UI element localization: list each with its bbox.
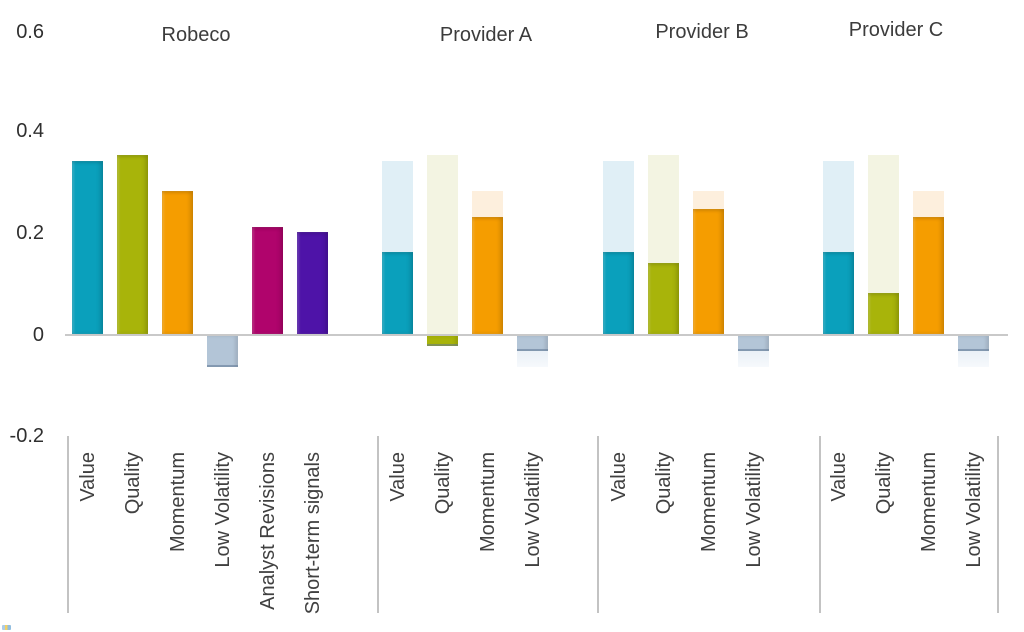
y-axis-tick-label: 0: [32, 324, 44, 346]
group-title-provider-a: Provider A: [439, 24, 533, 46]
category-label-momentum: Momentum: [917, 452, 940, 553]
category-label-low_volatility: Low Volatility: [742, 452, 765, 568]
category-label-analyst_revisions: Analyst Revisions: [256, 452, 279, 610]
bar-quality: [648, 263, 679, 334]
category-label-value: Value: [607, 452, 630, 502]
zero-axis-line: [65, 334, 1008, 336]
bar-momentum: [913, 217, 944, 334]
bar-momentum: [472, 217, 503, 334]
category-label-low_volatility: Low Volatility: [211, 452, 234, 568]
group-title-provider-c: Provider C: [848, 19, 944, 41]
bar-low_volatility: [207, 336, 238, 367]
group-separator-line: [597, 436, 599, 613]
category-label-momentum: Momentum: [697, 452, 720, 553]
bar-low_volatility: [517, 336, 548, 351]
bar-value: [823, 252, 854, 334]
bar-low_volatility: [958, 336, 989, 351]
bar-low_volatility: [738, 336, 769, 351]
category-label-value: Value: [827, 452, 850, 502]
category-label-quality: Quality: [121, 452, 144, 515]
y-axis-tick-label: 0.4: [16, 120, 44, 142]
bar-momentum: [693, 209, 724, 334]
bar-analyst_revisions: [252, 227, 283, 334]
category-label-momentum: Momentum: [166, 452, 189, 553]
y-axis-tick-label: -0.2: [9, 425, 44, 447]
bar-value: [382, 252, 413, 334]
bar-quality: [427, 336, 458, 346]
group-separator-line: [377, 436, 379, 613]
bar-quality: [868, 293, 899, 334]
category-label-low_volatility: Low Volatility: [962, 452, 985, 568]
group-separator-line: [67, 436, 69, 613]
category-label-quality: Quality: [431, 452, 454, 515]
bar-momentum: [162, 191, 193, 334]
group-title-robeco: Robeco: [161, 24, 231, 46]
bar-short_term_signals: [297, 232, 328, 334]
y-axis-tick-label: 0.2: [16, 222, 44, 244]
category-label-quality: Quality: [652, 452, 675, 515]
category-label-short_term_signals: Short-term signals: [301, 452, 324, 615]
group-title-provider-b: Provider B: [655, 21, 749, 43]
y-axis-tick-label: 0.6: [16, 21, 44, 43]
bar-value: [72, 161, 103, 334]
category-label-low_volatility: Low Volatility: [521, 452, 544, 568]
bar-value: [603, 252, 634, 334]
category-label-quality: Quality: [872, 452, 895, 515]
category-label-value: Value: [386, 452, 409, 502]
category-label-momentum: Momentum: [476, 452, 499, 553]
reference-bar-quality: [427, 155, 458, 334]
category-label-value: Value: [76, 452, 99, 502]
group-separator-line: [819, 436, 821, 613]
bar-quality: [117, 155, 148, 334]
logo-fragment: [2, 625, 11, 630]
group-separator-line: [997, 436, 999, 613]
